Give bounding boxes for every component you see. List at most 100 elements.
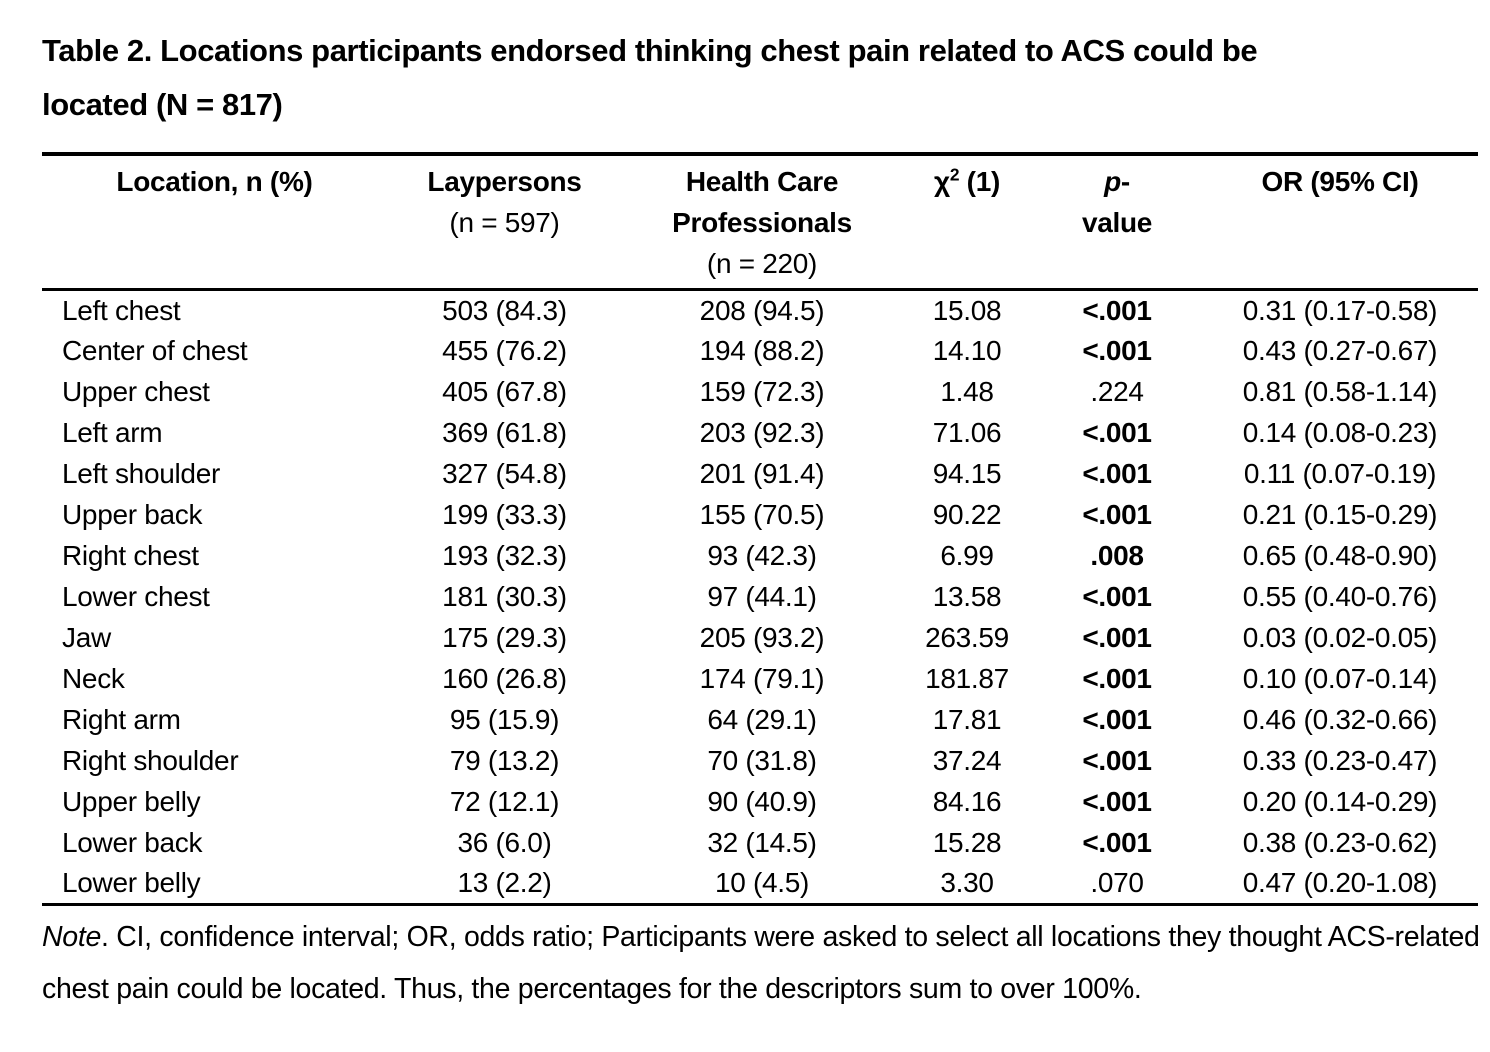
location-cell: Right shoulder (62, 745, 239, 776)
odds-ratio-cell: 0.20 (0.14-0.29) (1242, 786, 1438, 817)
table-row: Right arm 95 (15.9) 64 (29.1) 17.81 <.00… (42, 700, 1478, 741)
table-row: Left chest 503 (84.3) 208 (94.5) 15.08 <… (42, 290, 1478, 331)
hcp-cell: 208 (94.5) (699, 294, 825, 326)
hcp-cell: 97 (44.1) (707, 581, 817, 612)
p-value-cell: <.001 (1082, 745, 1152, 776)
odds-ratio-cell: 0.46 (0.32-0.66) (1242, 704, 1438, 735)
hcp-cell: 174 (79.1) (699, 663, 825, 694)
p-value-cell: <.001 (1082, 786, 1152, 817)
location-cell: Center of chest (62, 335, 248, 366)
p-value-cell: <.001 (1082, 458, 1152, 489)
note-label: Note (42, 921, 102, 953)
laypersons-cell: 72 (12.1) (449, 786, 560, 817)
hcp-cell: 32 (14.5) (707, 827, 817, 858)
laypersons-cell: 193 (32.3) (442, 540, 567, 571)
chi-square-cell: 71.06 (932, 417, 1002, 448)
hcp-cell: 70 (31.8) (707, 745, 817, 776)
hcp-cell: 10 (4.5) (714, 867, 810, 899)
odds-ratio-cell: 0.14 (0.08-0.23) (1242, 417, 1438, 448)
table-row: Left arm 369 (61.8) 203 (92.3) 71.06 <.0… (42, 413, 1478, 454)
chi-square-cell: 37.24 (932, 745, 1002, 776)
location-cell: Jaw (62, 622, 111, 653)
location-cell: Upper back (62, 499, 203, 530)
chi-square-cell: 263.59 (925, 622, 1009, 653)
laypersons-cell: 160 (26.8) (442, 663, 567, 694)
header-laypersons: Laypersons (n = 597) (427, 166, 582, 238)
table-row: Lower chest 181 (30.3) 97 (44.1) 13.58 <… (42, 577, 1478, 618)
location-cell: Left chest (62, 294, 181, 326)
hcp-cell: 90 (40.9) (707, 786, 817, 817)
p-value-cell: <.001 (1082, 581, 1152, 612)
header-location: Location, n (%) (116, 166, 313, 197)
laypersons-cell: 503 (84.3) (442, 294, 567, 326)
table-row: Right shoulder 79 (13.2) 70 (31.8) 37.24… (42, 741, 1478, 782)
chi-square-cell: 84.16 (932, 786, 1002, 817)
chi-square-cell: 15.08 (932, 294, 1002, 326)
header-p-value: p- value (1081, 166, 1153, 238)
p-value-cell: <.001 (1082, 663, 1152, 694)
location-cell: Left shoulder (62, 458, 220, 489)
hcp-cell: 64 (29.1) (707, 704, 817, 735)
chi-square-cell: 6.99 (940, 540, 994, 571)
p-value-cell: <.001 (1082, 417, 1152, 448)
table-row: Upper chest 405 (67.8) 159 (72.3) 1.48 .… (42, 372, 1478, 413)
table-note: Note. CI, confidence interval; OR, odds … (42, 911, 1482, 1015)
table-title: Table 2. Locations participants endorsed… (42, 24, 1478, 132)
chi-square-cell: 181.87 (925, 663, 1009, 694)
location-cell: Upper chest (62, 376, 210, 407)
odds-ratio-cell: 0.31 (0.17-0.58) (1242, 294, 1438, 326)
laypersons-cell: 79 (13.2) (449, 745, 560, 776)
hcp-cell: 201 (91.4) (699, 458, 825, 489)
odds-ratio-cell: 0.81 (0.58-1.14) (1242, 376, 1438, 407)
odds-ratio-cell: 0.11 (0.07-0.19) (1243, 458, 1437, 489)
chi-square-cell: 90.22 (932, 499, 1002, 530)
p-value-cell: .008 (1090, 540, 1144, 571)
laypersons-cell: 13 (2.2) (457, 867, 552, 899)
location-cell: Lower back (62, 827, 203, 858)
odds-ratio-cell: 0.55 (0.40-0.76) (1242, 581, 1438, 612)
chi-square-cell: 15.28 (932, 827, 1002, 858)
table-header: Location, n (%) Laypersons (n = 597) Hea… (42, 154, 1478, 290)
p-value-cell: <.001 (1082, 827, 1152, 858)
p-value-cell: <.001 (1082, 704, 1152, 735)
laypersons-cell: 327 (54.8) (442, 458, 567, 489)
results-table: Location, n (%) Laypersons (n = 597) Hea… (42, 152, 1478, 906)
table-row: Left shoulder 327 (54.8) 201 (91.4) 94.1… (42, 454, 1478, 495)
location-cell: Left arm (62, 417, 163, 448)
note-text: . CI, confidence interval; OR, odds rati… (42, 921, 1480, 1005)
hcp-cell: 203 (92.3) (699, 417, 825, 448)
p-value-cell: <.001 (1082, 622, 1152, 653)
odds-ratio-cell: 0.38 (0.23-0.62) (1242, 827, 1438, 858)
location-cell: Neck (62, 663, 125, 694)
laypersons-cell: 36 (6.0) (457, 827, 552, 858)
location-cell: Upper belly (62, 786, 201, 817)
table-body: Left chest 503 (84.3) 208 (94.5) 15.08 <… (42, 290, 1478, 905)
header-health-care-professionals: Health Care Professionals (n = 220) (672, 166, 852, 279)
table-title-line2: located (N = 817) (42, 87, 283, 122)
chi-square-cell: 3.30 (940, 867, 994, 899)
laypersons-cell: 199 (33.3) (442, 499, 567, 530)
p-value-cell: .224 (1090, 376, 1144, 407)
table-row: Right chest 193 (32.3) 93 (42.3) 6.99 .0… (42, 536, 1478, 577)
odds-ratio-cell: 0.03 (0.02-0.05) (1242, 622, 1438, 653)
chi-square-cell: 94.15 (932, 458, 1002, 489)
location-cell: Lower chest (62, 581, 210, 612)
odds-ratio-cell: 0.43 (0.27-0.67) (1242, 335, 1438, 366)
laypersons-cell: 369 (61.8) (442, 417, 567, 448)
odds-ratio-cell: 0.47 (0.20-1.08) (1242, 867, 1438, 899)
laypersons-cell: 95 (15.9) (449, 704, 560, 735)
table-row: Upper belly 72 (12.1) 90 (40.9) 84.16 <.… (42, 782, 1478, 823)
laypersons-cell: 455 (76.2) (442, 335, 567, 366)
odds-ratio-cell: 0.10 (0.07-0.14) (1242, 663, 1438, 694)
odds-ratio-cell: 0.33 (0.23-0.47) (1242, 745, 1438, 776)
location-cell: Right arm (62, 704, 181, 735)
chi-square-cell: 17.81 (932, 704, 1002, 735)
header-odds-ratio: OR (95% CI) (1261, 166, 1419, 197)
chi-square-cell: 13.58 (932, 581, 1002, 612)
laypersons-cell: 181 (30.3) (442, 581, 567, 612)
table-row: Neck 160 (26.8) 174 (79.1) 181.87 <.001 … (42, 659, 1478, 700)
laypersons-cell: 405 (67.8) (442, 376, 567, 407)
odds-ratio-cell: 0.65 (0.48-0.90) (1242, 540, 1438, 571)
table-row: Lower back 36 (6.0) 32 (14.5) 15.28 <.00… (42, 823, 1478, 864)
